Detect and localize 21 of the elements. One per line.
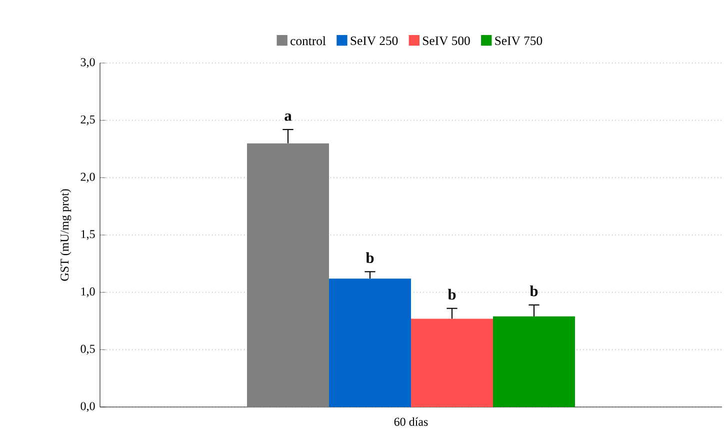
bar: [329, 278, 412, 407]
bar: [411, 318, 494, 407]
y-tick-label: 2,0: [80, 172, 95, 183]
y-tick-label: 3,0: [80, 58, 95, 68]
bar: [247, 143, 329, 407]
y-axis-title: GST (mU/mg prot): [60, 189, 72, 281]
legend-label: SeIV 500: [423, 36, 470, 46]
y-tick-label: 0,5: [80, 344, 95, 355]
y-tick-label: 1,0: [81, 287, 95, 298]
legend-label: SeIV 250: [350, 36, 398, 46]
bar: [493, 316, 576, 407]
y-tick-label: 0,0: [80, 402, 95, 412]
annotation: a: [284, 113, 292, 121]
y-tick-label: 1,5: [81, 230, 95, 240]
legend-label: SeIV 750: [495, 36, 542, 46]
annotation: b: [530, 285, 538, 296]
legend-label: control: [290, 36, 326, 46]
y-tick-label: 2,5: [80, 115, 95, 126]
annotation: b: [448, 288, 456, 300]
x-tick-label: 60 días: [394, 417, 428, 426]
annotation: b: [366, 252, 374, 263]
